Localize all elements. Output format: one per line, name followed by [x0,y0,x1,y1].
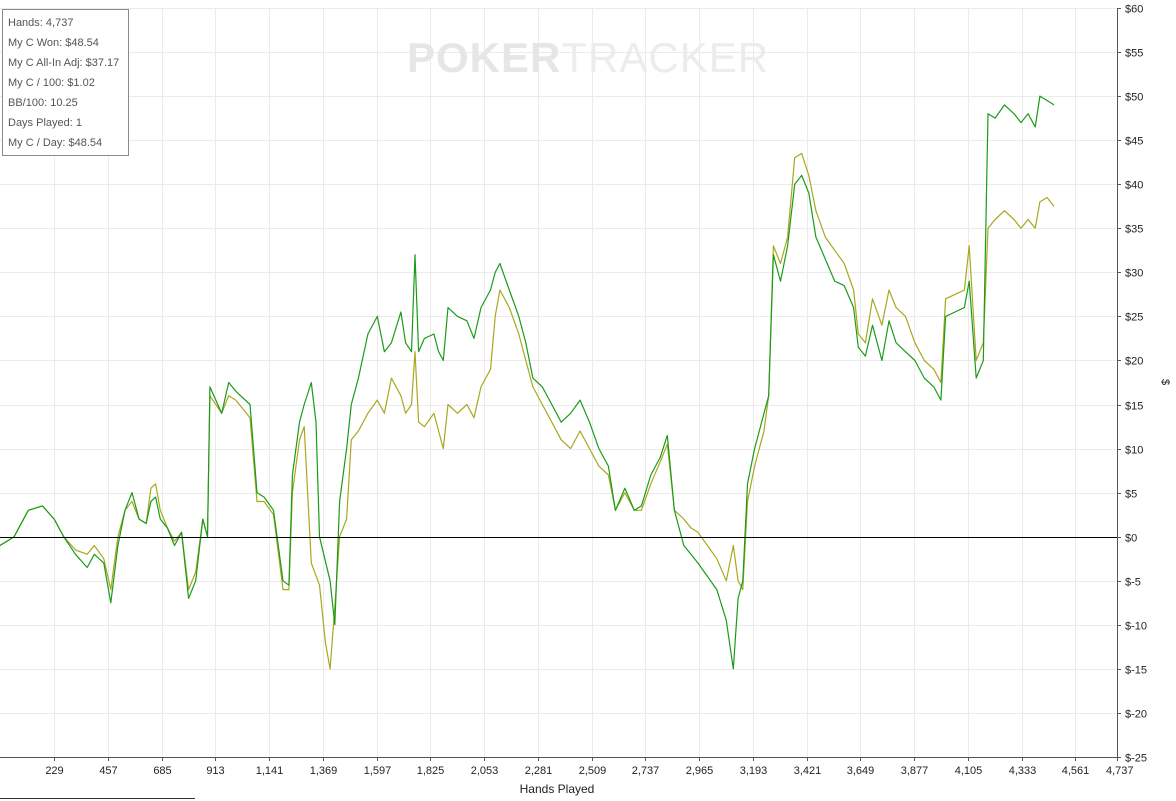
stat-allin-adj: My C All-In Adj: $37.17 [8,57,120,69]
x-tick-label: 2,965 [686,765,714,777]
y-tick-label: $15 [1125,401,1143,413]
y-axis-title: $ [1159,379,1171,385]
x-tick-label: 1,825 [417,765,445,777]
y-tick-label: $50 [1125,92,1143,104]
y-tick-label: $5 [1125,489,1137,501]
y-tick-label: $-10 [1125,621,1147,633]
y-tick-labels: $-25 $-20 $-15 $-10 $-5 $0 $5 $10 $15 $20 $25 $30 $3… [1125,4,1147,765]
stat-days-played: Days Played: 1 [8,117,82,129]
y-tick-label: $35 [1125,224,1143,236]
stat-bb-100: BB/100: 10.25 [8,97,78,109]
x-tick-label: 4,561 [1062,765,1090,777]
x-tick-label: 4,105 [955,765,983,777]
y-tick-label: $40 [1125,180,1143,192]
x-tick-label: 3,649 [847,765,875,777]
y-tick-label: $30 [1125,268,1143,280]
series-won-line [0,95,1055,670]
series-allin-adj-line [0,152,1055,670]
x-tick-label: 4,333 [1009,765,1037,777]
stat-won: My C Won: $48.54 [8,37,99,49]
stat-per-day: My C / Day: $48.54 [8,137,103,149]
x-tick-label: 2,737 [632,765,660,777]
y-tick-label: $-5 [1125,577,1141,589]
y-tick-label: $10 [1125,445,1143,457]
x-tick-label: 913 [206,765,224,777]
series-lines [0,95,1055,670]
y-tick-label: $0 [1125,533,1137,545]
watermark-part2: TRACKER [561,34,770,81]
x-tick-label: 2,053 [471,765,499,777]
x-tick-label: 1,369 [310,765,338,777]
x-tick-label: 1,597 [364,765,392,777]
y-tick-label: $20 [1125,356,1143,368]
x-tick-label: 229 [45,765,63,777]
x-tick-label: 685 [153,765,171,777]
x-tick-label: 2,281 [525,765,553,777]
x-tick-label: 4,737 [1106,765,1134,777]
stat-per-100: My C / 100: $1.02 [8,77,95,89]
x-tick-label: 3,421 [794,765,822,777]
y-tick-label: $55 [1125,48,1143,60]
stat-hands: Hands: 4,737 [8,17,74,29]
y-tick-label: $-25 [1125,753,1147,765]
watermark-part1: POKER [407,34,562,81]
stats-summary-box: Hands: 4,737 My C Won: $48.54 My C All-I… [2,9,129,156]
x-tick-label: 1,141 [256,765,284,777]
y-tick-label: $25 [1125,312,1143,324]
x-tick-label: 2,509 [579,765,607,777]
y-tick-label: $-20 [1125,709,1147,721]
x-tick-labels: 229 457 685 913 1,141 1,369 1,597 1,825 2,053 2,2… [45,765,1133,777]
axes [0,8,1121,761]
x-tick-label: 457 [99,765,117,777]
y-tick-label: $60 [1125,4,1143,16]
pokertracker-watermark-logo: POKERTRACKER [407,34,769,82]
x-tick-label: 3,877 [901,765,929,777]
y-tick-label: $45 [1125,136,1143,148]
x-axis-title: Hands Played [520,782,595,796]
x-tick-label: 3,193 [740,765,768,777]
y-tick-label: $-15 [1125,665,1147,677]
scrollbar-edge [0,798,195,801]
